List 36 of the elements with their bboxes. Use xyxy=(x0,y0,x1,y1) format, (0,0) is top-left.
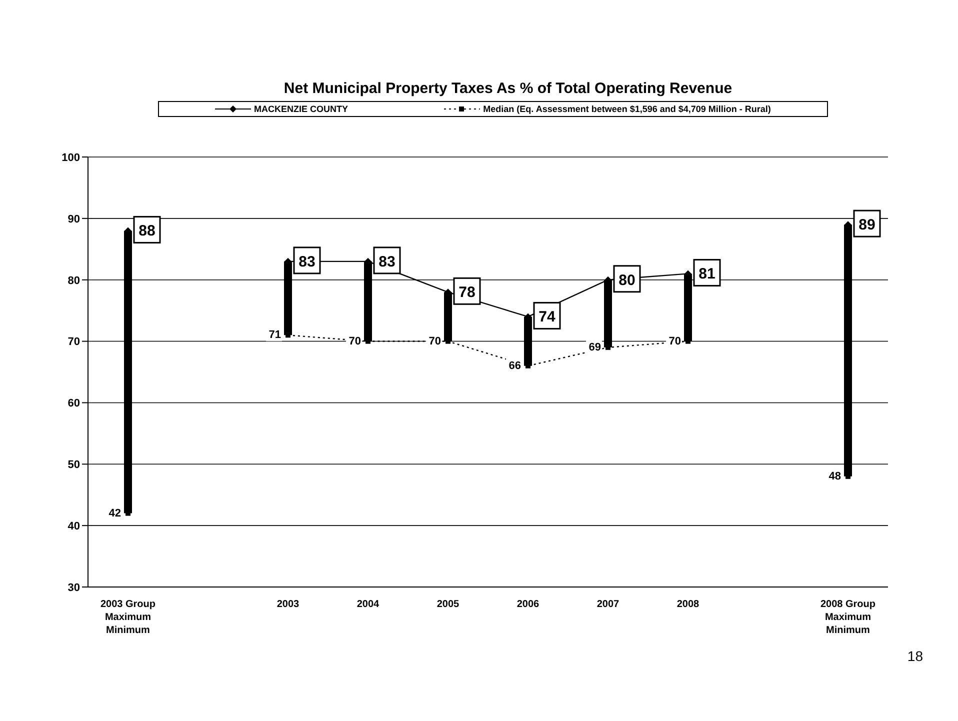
data-label: 83 xyxy=(298,253,316,270)
data-label: 74 xyxy=(538,308,556,326)
data-label: 70 xyxy=(668,335,681,348)
y-tick-label: 80 xyxy=(68,274,80,287)
x-tick-label: 2004 xyxy=(356,599,380,610)
data-label: 88 xyxy=(138,222,156,240)
data-label: 83 xyxy=(378,253,396,270)
y-tick-label: 40 xyxy=(68,520,80,532)
data-label: 70 xyxy=(348,335,361,348)
text: 18 xyxy=(907,648,923,664)
y-tick-label: 50 xyxy=(68,459,80,472)
data-label: 70 xyxy=(428,335,441,348)
y-tick-label: 100 xyxy=(62,152,80,164)
x-tick-label: 2003 xyxy=(276,599,300,610)
data-label: 42 xyxy=(108,507,121,520)
x-tick-label: 2008 Group Maximum Minimum xyxy=(820,599,876,636)
data-label: 89 xyxy=(858,216,876,234)
legend-label: Median (Eq. Assessment between $1,596 and $4,709 Million - Rural) xyxy=(482,104,771,114)
data-label: 81 xyxy=(698,266,716,283)
chart-title: Net Municipal Property Taxes As % of Total Operating Revenue xyxy=(282,80,734,97)
data-label: 69 xyxy=(588,341,601,354)
data-label: 71 xyxy=(268,329,281,342)
y-tick-label: 30 xyxy=(68,582,80,594)
data-label: 80 xyxy=(618,272,636,289)
data-label: 78 xyxy=(458,284,476,302)
x-tick-label: 2006 xyxy=(516,599,540,610)
data-label: 66 xyxy=(508,360,521,372)
x-tick-label: 2005 xyxy=(436,599,460,610)
y-tick-label: 70 xyxy=(68,336,80,348)
data-label: 48 xyxy=(828,470,841,482)
legend-label: MACKENZIE COUNTY xyxy=(253,104,348,114)
x-tick-label: 2003 Group Maximum Minimum xyxy=(100,599,156,636)
y-tick-label: 90 xyxy=(68,213,80,226)
x-tick-label: 2007 xyxy=(596,599,620,610)
x-tick-label: 2008 xyxy=(676,599,700,610)
y-tick-label: 60 xyxy=(68,398,80,410)
